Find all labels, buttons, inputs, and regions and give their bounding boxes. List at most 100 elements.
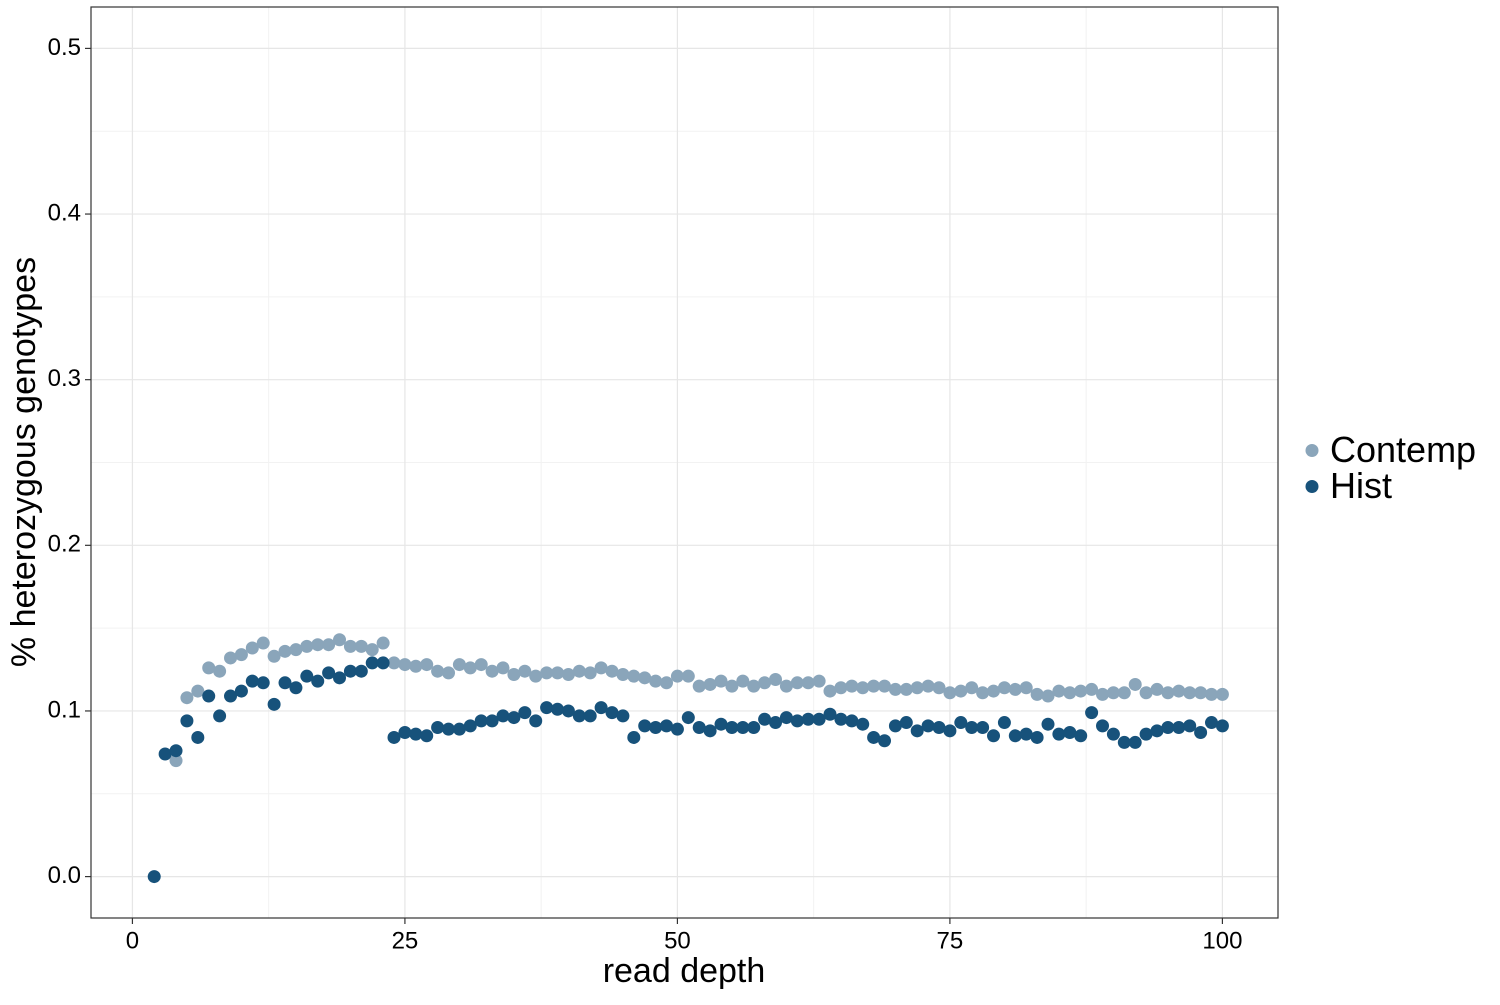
- point: [812, 674, 826, 688]
- point: [1030, 687, 1044, 701]
- point: [507, 711, 521, 725]
- point: [1008, 682, 1022, 696]
- point: [289, 681, 303, 695]
- point: [1106, 686, 1120, 700]
- y-tick-label: 0.4: [48, 199, 81, 226]
- point: [594, 661, 608, 675]
- point: [725, 679, 739, 693]
- point: [660, 719, 674, 733]
- point: [616, 709, 630, 723]
- point: [158, 747, 172, 761]
- point: [398, 725, 412, 739]
- point: [169, 754, 183, 768]
- point: [431, 721, 445, 735]
- point: [692, 721, 706, 735]
- point: [823, 684, 837, 698]
- point: [1117, 735, 1131, 749]
- point: [322, 638, 336, 652]
- point: [769, 716, 783, 730]
- y-tick-label: 0.5: [48, 34, 81, 61]
- point: [627, 730, 641, 744]
- point: [354, 639, 368, 653]
- point: [801, 676, 815, 690]
- point: [976, 721, 990, 735]
- point: [387, 730, 401, 744]
- point: [692, 679, 706, 693]
- point: [376, 656, 390, 670]
- point: [910, 681, 924, 695]
- point: [496, 661, 510, 675]
- point: [1139, 686, 1153, 700]
- panel-border: [90, 6, 1279, 919]
- point: [333, 671, 347, 685]
- point: [681, 669, 695, 683]
- point: [485, 664, 499, 678]
- point: [1172, 684, 1186, 698]
- point: [1128, 677, 1142, 691]
- point: [1019, 681, 1033, 695]
- point: [278, 676, 292, 690]
- point: [1085, 706, 1099, 720]
- point: [1019, 727, 1033, 741]
- point: [561, 704, 575, 718]
- point: [224, 689, 238, 703]
- point: [474, 714, 488, 728]
- point: [954, 716, 968, 730]
- point: [1052, 684, 1066, 698]
- point: [463, 661, 477, 675]
- point: [1096, 719, 1110, 733]
- point: [452, 658, 466, 672]
- point: [1205, 687, 1219, 701]
- point: [899, 716, 913, 730]
- point: [1063, 686, 1077, 700]
- point: [333, 633, 347, 647]
- point: [747, 721, 761, 735]
- point: [278, 644, 292, 658]
- point: [888, 682, 902, 696]
- point: [583, 709, 597, 723]
- point: [1205, 716, 1219, 730]
- point: [256, 676, 270, 690]
- y-tick-label: 0.0: [48, 862, 81, 889]
- point: [997, 716, 1011, 730]
- point: [1215, 719, 1229, 733]
- point: [594, 701, 608, 715]
- point: [878, 679, 892, 693]
- point: [1150, 682, 1164, 696]
- point: [638, 719, 652, 733]
- point: [452, 722, 466, 736]
- point: [572, 709, 586, 723]
- point: [703, 724, 717, 738]
- point: [1215, 687, 1229, 701]
- point: [311, 638, 325, 652]
- point: [943, 686, 957, 700]
- point: [878, 734, 892, 748]
- point: [267, 649, 281, 663]
- point: [605, 664, 619, 678]
- point: [714, 674, 728, 688]
- point: [191, 684, 205, 698]
- point: [987, 684, 1001, 698]
- x-tick-label: 25: [392, 927, 419, 954]
- point: [736, 721, 750, 735]
- point: [1085, 682, 1099, 696]
- point: [180, 714, 194, 728]
- point: [518, 664, 532, 678]
- point: [1172, 721, 1186, 735]
- point: [1139, 727, 1153, 741]
- point: [343, 639, 357, 653]
- point: [551, 666, 565, 680]
- x-tick-label: 100: [1202, 927, 1242, 954]
- point: [758, 676, 772, 690]
- point: [1161, 721, 1175, 735]
- point: [561, 668, 575, 682]
- point: [714, 717, 728, 731]
- point: [365, 656, 379, 670]
- point: [790, 714, 804, 728]
- point: [649, 674, 663, 688]
- point: [1117, 686, 1131, 700]
- y-axis-title: % heterozygous genotypes: [5, 257, 43, 667]
- point: [485, 714, 499, 728]
- point: [191, 730, 205, 744]
